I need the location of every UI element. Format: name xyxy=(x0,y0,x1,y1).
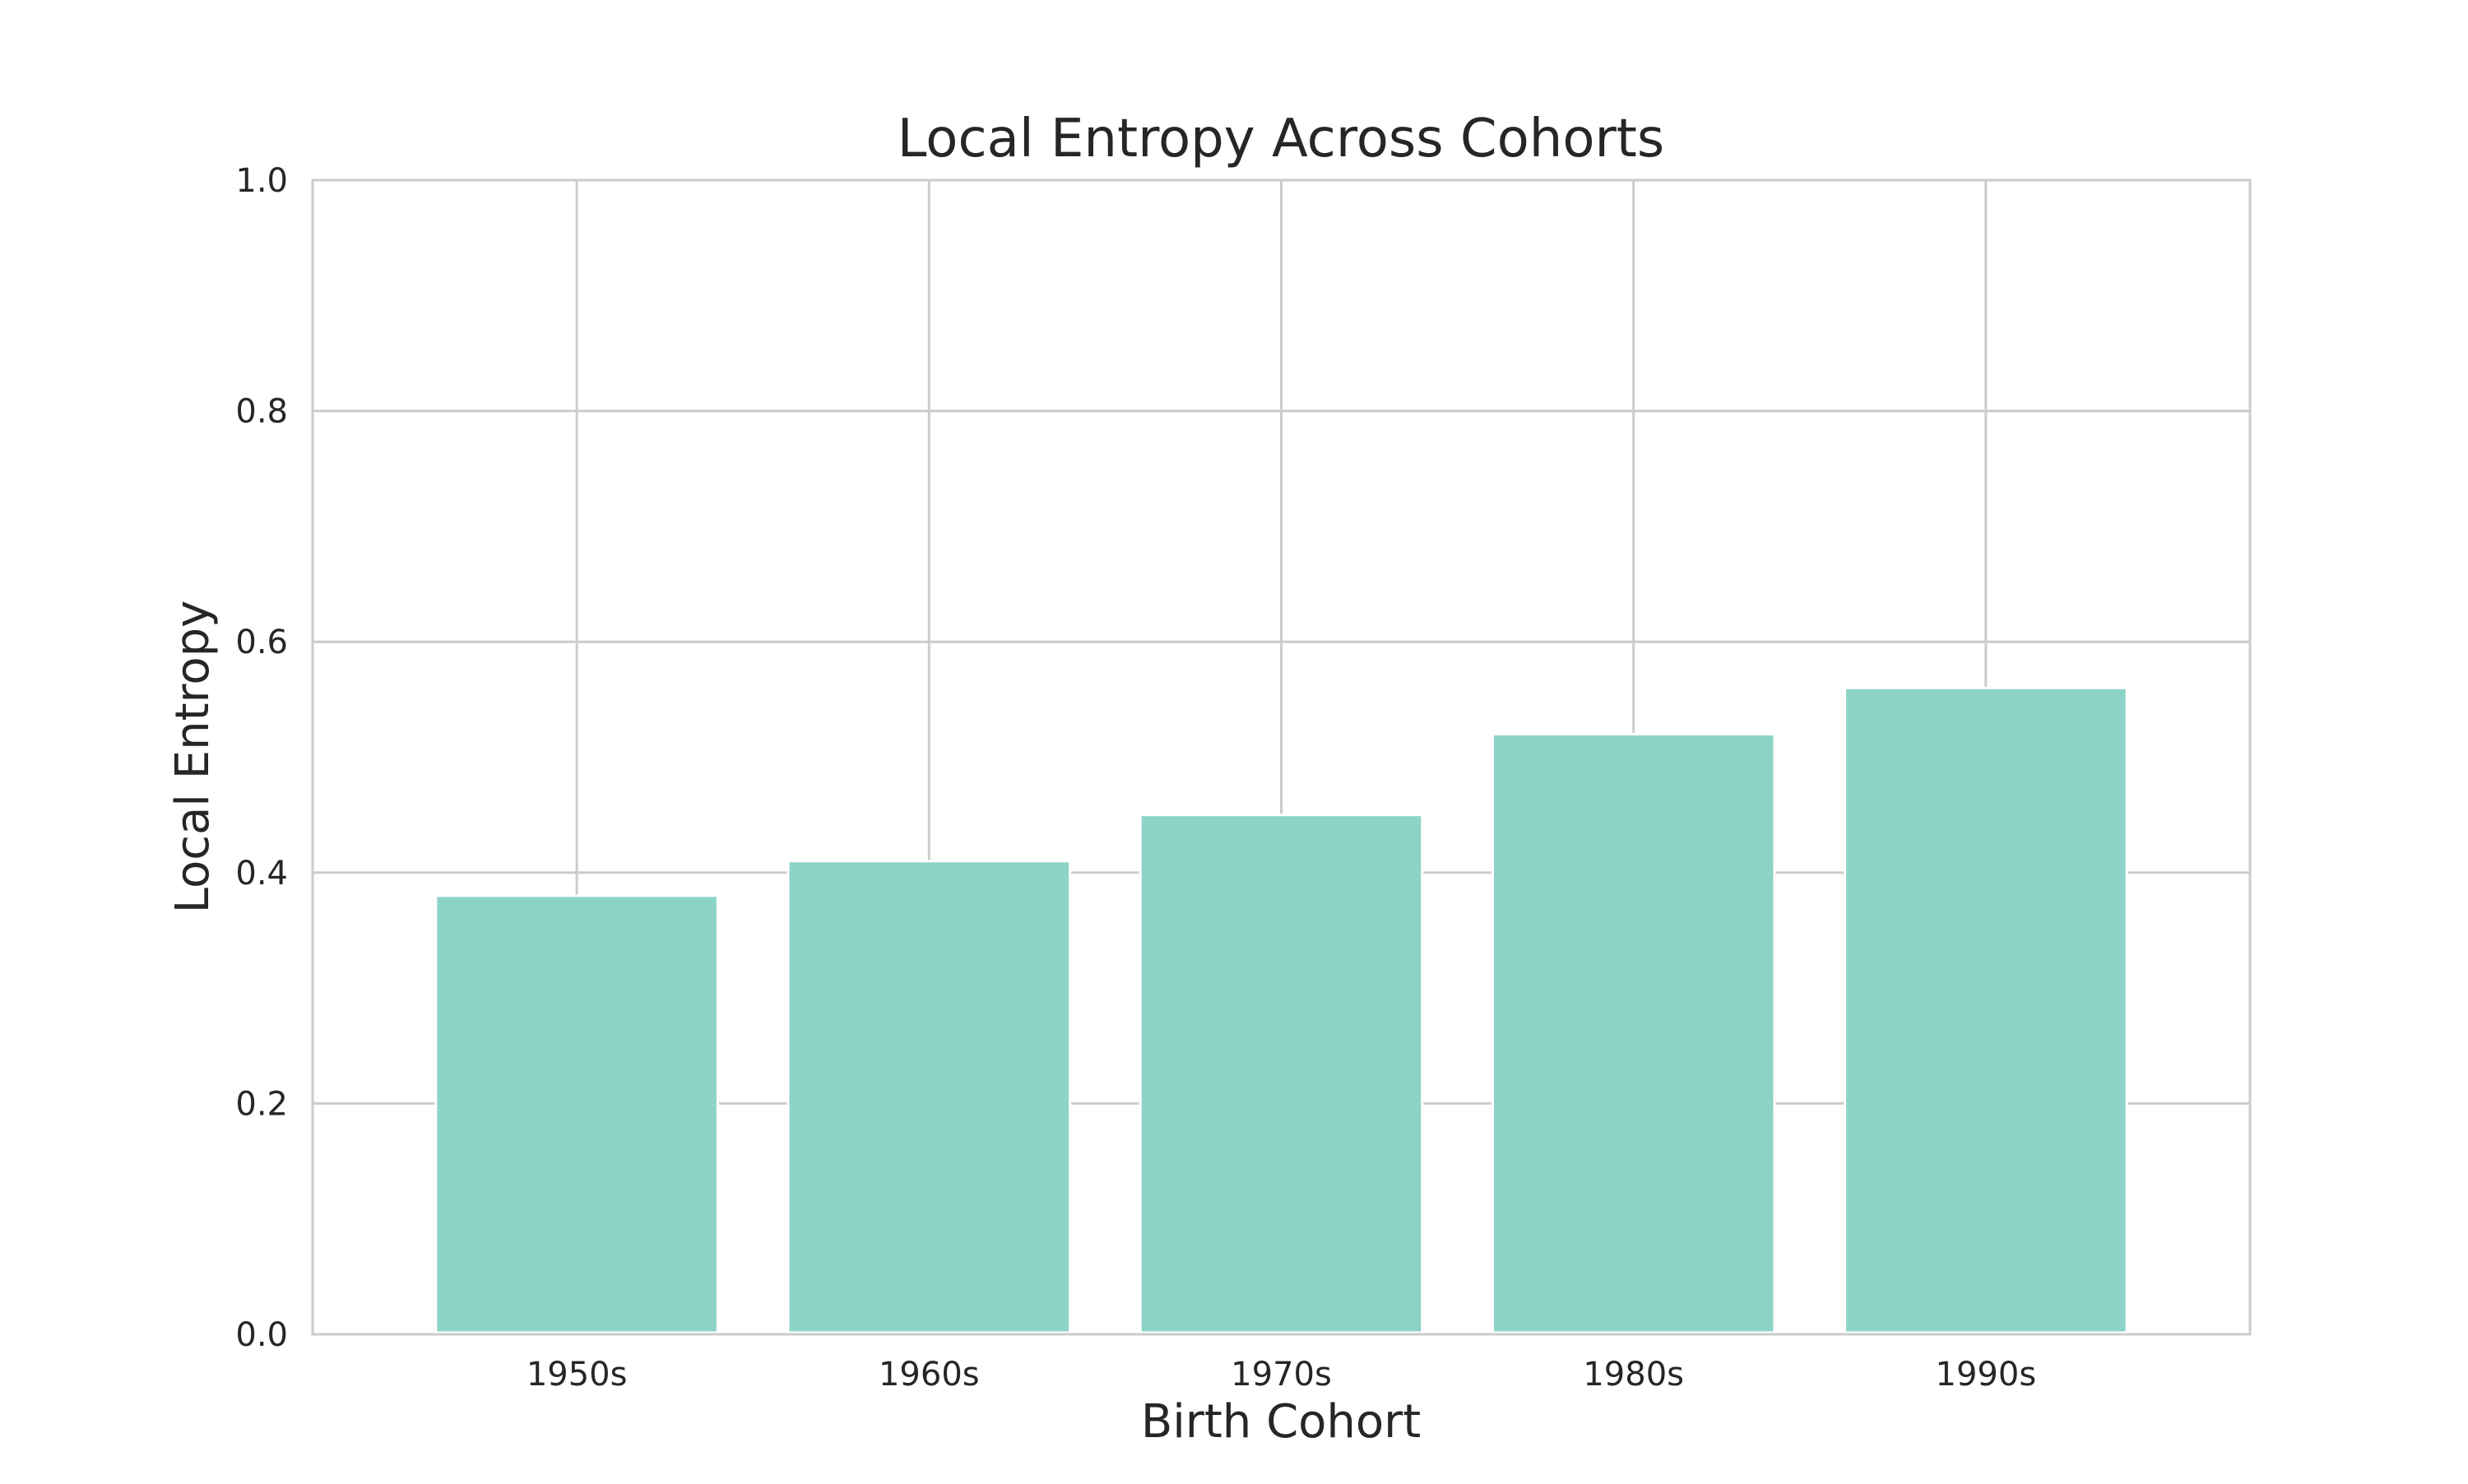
bar-1980s xyxy=(1491,732,1776,1334)
bar-1970s xyxy=(1139,814,1424,1334)
x-tick-label: 1960s xyxy=(879,1356,980,1394)
y-tick-label: 0.8 xyxy=(235,393,288,431)
y-axis-title: Local Entropy xyxy=(166,601,220,914)
plot-frame xyxy=(311,179,2252,1336)
x-axis-title: Birth Cohort xyxy=(1141,1395,1421,1449)
x-tick-label: 1980s xyxy=(1583,1356,1684,1394)
y-tick-label: 0.4 xyxy=(235,855,288,893)
y-tick-label: 0.0 xyxy=(235,1316,288,1354)
x-tick-label: 1950s xyxy=(527,1356,628,1394)
bar-1950s xyxy=(434,894,719,1334)
y-tick-label: 0.6 xyxy=(235,624,288,661)
bar-1960s xyxy=(786,860,1072,1334)
chart-title: Local Entropy Across Cohorts xyxy=(898,109,1664,169)
y-tick-label: 1.0 xyxy=(235,162,288,200)
bars xyxy=(434,686,2128,1334)
y-tick-label: 0.2 xyxy=(235,1085,288,1123)
x-tick-label: 1990s xyxy=(1936,1356,2037,1394)
y-tick-labels: 0.0 0.2 0.4 0.6 0.8 1.0 xyxy=(235,162,288,1354)
x-tick-labels: 1950s 1960s 1970s 1980s 1990s xyxy=(527,1356,2036,1394)
bar-1990s xyxy=(1844,686,2128,1334)
x-tick-label: 1970s xyxy=(1231,1356,1332,1394)
